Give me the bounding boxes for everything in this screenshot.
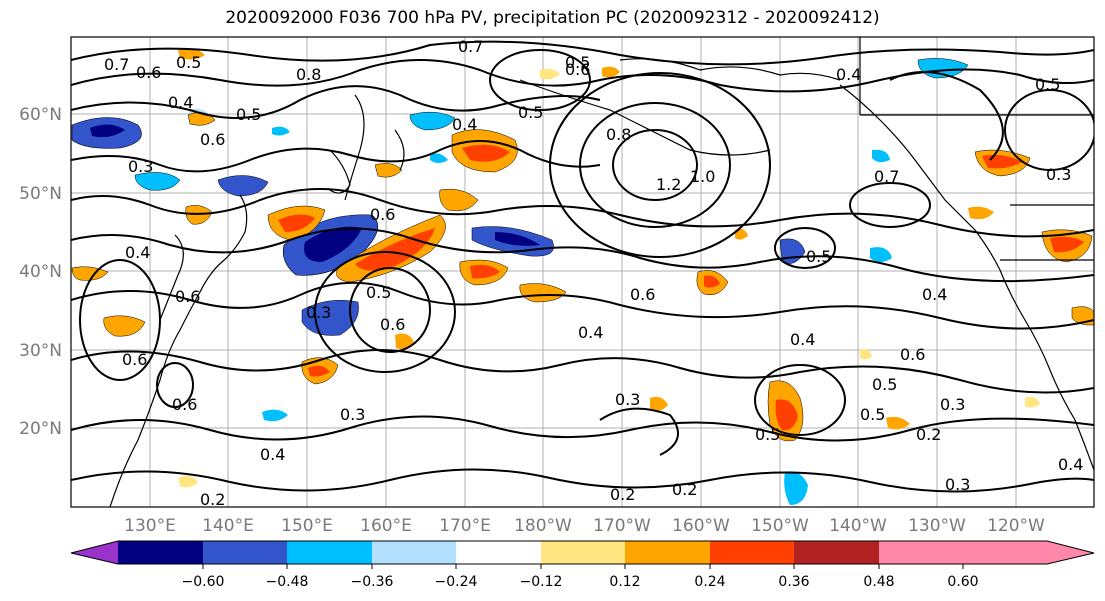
map-title: 2020092000 F036 700 hPa PV, precipitatio…	[225, 8, 880, 28]
lon-label: 150°W	[751, 516, 809, 536]
contour-label: 0.4	[260, 445, 285, 464]
contour-label: 0.4	[452, 115, 477, 134]
contour-label: 0.2	[916, 425, 941, 444]
positive-precip-blobs	[71, 48, 1094, 488]
contour-label: 0.5	[872, 375, 897, 394]
colorbar-tick-labels: −0.60 −0.48 −0.36 −0.24 −0.12 0.12 0.24 …	[182, 574, 979, 590]
colorbar-segment	[456, 541, 541, 564]
lat-label: 20°N	[19, 419, 62, 439]
latitude-labels: 60°N 50°N 40°N 30°N 20°N	[19, 105, 62, 439]
lat-label: 30°N	[19, 341, 62, 361]
lon-label: 130°W	[908, 516, 966, 536]
colorbar-segment	[710, 541, 794, 564]
colorbar-tick: −0.12	[520, 574, 563, 590]
contour-label: 0.4	[790, 330, 815, 349]
contour-label: 0.5	[806, 247, 831, 266]
contour-label: 0.4	[836, 65, 861, 84]
colorbar-tick: 0.60	[947, 574, 978, 590]
colorbar-segment	[879, 541, 963, 564]
colorbar-segment	[287, 541, 372, 564]
colorbar-tick: 0.12	[609, 574, 640, 590]
lat-label: 50°N	[19, 184, 62, 204]
colorbar-tick: −0.48	[266, 574, 309, 590]
contour-label: 0.3	[128, 157, 153, 176]
contour-label: 0.8	[296, 65, 321, 84]
lon-label: 140°W	[829, 516, 887, 536]
colorbar-extend-high	[963, 541, 1094, 564]
contour-label: 0.5	[565, 53, 590, 72]
contour-label: 0.8	[606, 125, 631, 144]
contour-label: 0.4	[168, 93, 193, 112]
contour-label: 0.3	[945, 475, 970, 494]
contour-label: 0.4	[578, 323, 603, 342]
contour-label: 0.7	[458, 37, 483, 56]
contour-label: 0.6	[370, 205, 395, 224]
colorbar-tick: −0.24	[435, 574, 478, 590]
graticule	[71, 37, 1094, 507]
colorbar-tick: −0.36	[351, 574, 394, 590]
contour-label: 0.3	[340, 405, 365, 424]
colorbar-segment	[118, 541, 203, 564]
contour-label: 0.6	[380, 315, 405, 334]
contour-label: 0.5	[755, 425, 780, 444]
contour-label: 0.5	[236, 105, 261, 124]
lat-label: 40°N	[19, 262, 62, 282]
lat-label: 60°N	[19, 105, 62, 125]
lon-label: 160°W	[672, 516, 730, 536]
contour-label: 0.5	[518, 103, 543, 122]
contour-label: 0.6	[172, 395, 197, 414]
colorbar-segment	[794, 541, 879, 564]
contour-label: 0.6	[175, 287, 200, 306]
contour-label: 0.2	[610, 485, 635, 504]
colorbar-tick: 0.48	[863, 574, 894, 590]
colorbar-segment	[372, 541, 456, 564]
colorbar-tick: −0.60	[182, 574, 225, 590]
contour-label: 0.6	[122, 350, 147, 369]
contour-label: 0.6	[565, 60, 590, 79]
colorbar-segment	[203, 541, 287, 564]
contour-label: 0.3	[1046, 165, 1071, 184]
contour-label: 1.0	[690, 167, 715, 186]
contour-label: 0.5	[366, 283, 391, 302]
contour-label: 0.5	[1035, 75, 1060, 94]
colorbar-tick: 0.24	[694, 574, 725, 590]
lon-label: 130°E	[124, 516, 176, 536]
contour-label: 0.6	[136, 63, 161, 82]
contour-label: 0.3	[940, 395, 965, 414]
contour-label: 0.2	[200, 490, 225, 509]
contour-label: 0.5	[176, 53, 201, 72]
colorbar-segment	[625, 541, 710, 564]
coastlines	[109, 37, 1094, 507]
colorbar-extend-low	[71, 541, 118, 564]
colorbar-tick: 0.36	[778, 574, 809, 590]
pv-contours	[71, 40, 1094, 493]
lon-label: 140°E	[202, 516, 254, 536]
contour-label: 0.3	[306, 303, 331, 322]
contour-label: 0.3	[615, 390, 640, 409]
contour-label: 0.5	[860, 405, 885, 424]
colorbar-segment	[541, 541, 625, 564]
map-frame	[70, 36, 1095, 508]
contour-label: 0.6	[200, 130, 225, 149]
contour-label: 0.4	[125, 243, 150, 262]
contour-label: 0.6	[630, 285, 655, 304]
contour-label: 0.2	[672, 480, 697, 499]
lon-label: 160°E	[360, 516, 412, 536]
contour-label: 0.7	[874, 167, 899, 186]
lon-label: 120°W	[987, 516, 1045, 536]
contour-label: 0.4	[1058, 455, 1083, 474]
lon-label: 170°W	[593, 516, 651, 536]
colorbar: −0.60 −0.48 −0.36 −0.24 −0.12 0.12 0.24 …	[70, 540, 1095, 590]
contour-label: 0.7	[104, 55, 129, 74]
lon-label: 150°E	[281, 516, 333, 536]
longitude-labels: 130°E 140°E 150°E 160°E 170°E 180°W 170°…	[124, 516, 1045, 536]
contour-label: 0.6	[900, 345, 925, 364]
lon-label: 170°E	[439, 516, 491, 536]
lon-label: 180°W	[514, 516, 572, 536]
contour-label: 0.4	[922, 285, 947, 304]
contour-label: 1.2	[656, 175, 681, 194]
contour-labels: 0.7 0.6 0.5 0.4 0.5 0.8 0.6 0.7 0.6 0.5 …	[104, 37, 1083, 509]
